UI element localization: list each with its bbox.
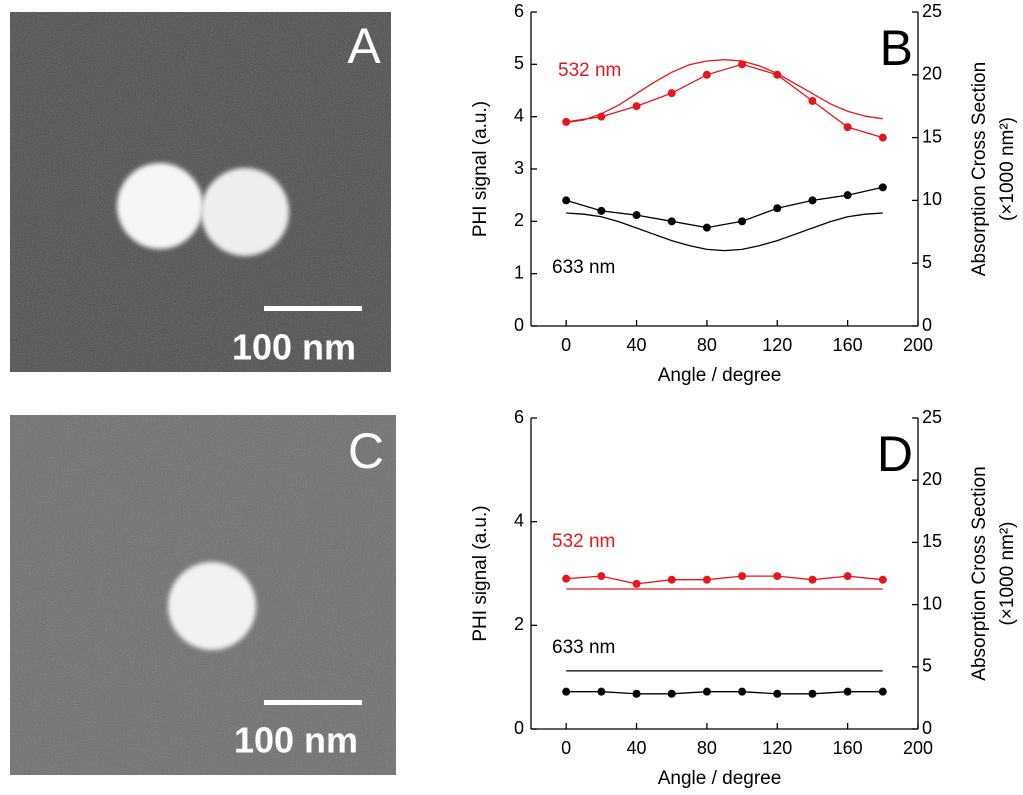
data-point: [808, 689, 817, 698]
y-tick-label: 0: [514, 315, 524, 335]
y2-tick-label: 25: [922, 407, 942, 427]
data-line: [566, 63, 883, 139]
data-point: [773, 204, 782, 213]
data-line: [566, 575, 883, 585]
panel-label: D: [877, 426, 913, 482]
y-tick-label: 4: [514, 510, 524, 530]
y2-axis-label: (×1000 nm²): [997, 117, 1018, 221]
data-point: [597, 206, 606, 215]
y2-tick-label: 0: [922, 718, 932, 738]
data-point: [632, 211, 641, 220]
y2-tick-label: 20: [922, 469, 942, 489]
y-tick-label: 4: [514, 105, 524, 125]
y-axis-label: PHI signal (a.u.): [470, 101, 491, 237]
data-point: [773, 572, 782, 581]
y-axis-label: PHI signal (a.u.): [470, 505, 491, 641]
data-point: [878, 183, 887, 192]
data-point: [878, 575, 887, 584]
y2-tick-label: 20: [922, 64, 942, 84]
x-tick-label: 160: [833, 335, 863, 355]
sem-image-a: A 100 nm: [10, 12, 391, 372]
data-point: [808, 196, 817, 205]
data-point: [667, 689, 676, 698]
x-tick-label: 120: [762, 335, 792, 355]
scale-bar-label: 100 nm: [234, 720, 358, 761]
data-point: [738, 572, 747, 581]
x-tick-label: 160: [833, 738, 863, 758]
data-point: [773, 689, 782, 698]
data-point: [702, 575, 711, 584]
y-tick-label: 2: [514, 210, 524, 230]
y2-tick-label: 10: [922, 189, 942, 209]
data-point: [843, 572, 852, 581]
y2-tick-label: 25: [922, 1, 942, 21]
x-tick-label: 80: [697, 335, 717, 355]
data-point: [738, 217, 747, 226]
data-point: [843, 191, 852, 200]
data-point: [808, 96, 817, 105]
data-point: [632, 579, 641, 588]
data-point: [562, 574, 571, 583]
data-point: [667, 217, 676, 226]
y2-tick-label: 15: [922, 531, 942, 551]
y2-tick-label: 10: [922, 593, 942, 613]
y-tick-label: 3: [514, 158, 524, 178]
x-tick-label: 200: [903, 738, 933, 758]
y-tick-label: 0: [514, 718, 524, 738]
x-tick-label: 0: [561, 738, 571, 758]
y2-tick-label: 5: [922, 656, 932, 676]
data-point: [878, 133, 887, 142]
annotation: 532 nm: [558, 60, 621, 81]
x-tick-label: 80: [697, 738, 717, 758]
data-point: [738, 60, 747, 69]
y-tick-label: 6: [514, 407, 524, 427]
sem-image-c: C 100 nm: [10, 415, 396, 775]
data-point: [878, 687, 887, 696]
theory-curve: [566, 59, 883, 124]
y2-axis-label: Absorption Cross Section: [969, 62, 990, 276]
data-point: [562, 687, 571, 696]
data-point: [562, 196, 571, 205]
panel-label: A: [347, 18, 381, 74]
annotation: 633 nm: [552, 637, 615, 658]
y-tick-label: 2: [514, 614, 524, 634]
data-point: [632, 689, 641, 698]
panel-label: C: [348, 423, 384, 479]
y-tick-label: 1: [514, 262, 524, 282]
data-point: [597, 572, 606, 581]
y2-tick-label: 0: [922, 315, 932, 335]
y-tick-label: 5: [514, 53, 524, 73]
data-point: [808, 575, 817, 584]
x-tick-label: 120: [762, 738, 792, 758]
data-point: [702, 687, 711, 696]
y2-tick-label: 15: [922, 126, 942, 146]
annotation: 532 nm: [552, 531, 615, 552]
x-axis-label: Angle / degree: [658, 768, 782, 789]
scale-bar-label: 100 nm: [232, 327, 356, 368]
data-point: [667, 89, 676, 98]
data-line: [566, 691, 883, 695]
x-tick-label: 200: [903, 335, 933, 355]
data-point: [632, 102, 641, 111]
data-point: [702, 223, 711, 232]
data-point: [597, 687, 606, 696]
x-tick-label: 40: [627, 738, 647, 758]
x-axis-label: Angle / degree: [658, 365, 782, 386]
data-point: [738, 687, 747, 696]
y2-tick-label: 5: [922, 252, 932, 272]
theory-curve: [566, 212, 883, 252]
x-tick-label: 40: [627, 335, 647, 355]
x-tick-label: 0: [561, 335, 571, 355]
data-line: [566, 186, 883, 229]
data-point: [702, 70, 711, 79]
data-point: [667, 575, 676, 584]
data-point: [843, 123, 852, 132]
y2-axis-label: (×1000 nm²): [997, 521, 1018, 625]
data-point: [843, 687, 852, 696]
y-tick-label: 6: [514, 1, 524, 21]
panel-label: B: [880, 20, 913, 76]
annotation: 633 nm: [552, 257, 615, 278]
y2-axis-label: Absorption Cross Section: [969, 466, 990, 680]
